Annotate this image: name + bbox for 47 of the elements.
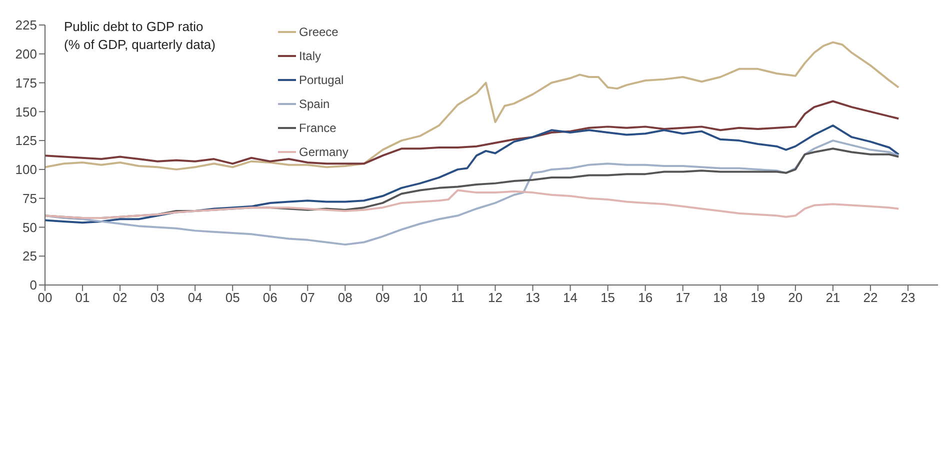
x-tick-label: 19 (750, 290, 766, 306)
x-tick-label: 18 (713, 290, 728, 306)
y-tick-label: 0 (30, 278, 37, 293)
y-tick-label: 25 (22, 248, 37, 264)
legend-label: Spain (299, 97, 330, 111)
x-tick-label: 08 (338, 290, 352, 306)
legend-label: Greece (299, 25, 338, 39)
x-tick-label: 06 (262, 290, 278, 306)
chart-title: Public debt to GDP ratio (64, 18, 204, 36)
x-tick-label: 23 (900, 290, 916, 306)
x-tick-label: 21 (826, 290, 840, 306)
x-tick-label: 22 (863, 290, 878, 306)
x-tick-label: 13 (526, 290, 540, 306)
y-tick-label: 100 (15, 162, 37, 178)
legend-label: France (299, 121, 336, 135)
y-tick-label: 50 (22, 220, 37, 235)
x-tick-label: 16 (638, 290, 653, 306)
legend-label: Italy (299, 49, 322, 63)
y-tick-label: 225 (15, 18, 37, 33)
x-tick-label: 09 (375, 290, 390, 306)
line-series (45, 189, 900, 219)
line-series (45, 140, 900, 246)
line-series (45, 41, 900, 170)
y-tick-label: 200 (15, 46, 37, 62)
text: (% of GDP, quarterly data) (64, 36, 216, 54)
x-tick-label: 05 (225, 290, 240, 306)
x-tick-label: 10 (412, 290, 428, 306)
x-tick-label: 12 (488, 290, 502, 306)
x-tick-label: 15 (600, 290, 616, 306)
y-tick-label: 125 (15, 133, 37, 148)
line-series (45, 124, 900, 224)
x-tick-label: 03 (150, 290, 165, 306)
legend-label: Germany (299, 145, 348, 159)
x-tick-label: 04 (188, 290, 202, 306)
x-tick-label: 11 (450, 290, 464, 306)
x-tick-label: 20 (788, 290, 803, 306)
line-series (45, 100, 900, 165)
y-tick-label: 175 (15, 75, 37, 90)
x-tick-label: 00 (38, 290, 52, 306)
y-tick-label: 150 (15, 104, 37, 120)
x-tick-label: 14 (563, 290, 578, 306)
y-tick-label: 75 (22, 190, 37, 206)
legend-label: Portugal (299, 73, 344, 87)
x-tick-label: 02 (112, 290, 128, 306)
x-tick-label: 07 (300, 290, 315, 306)
x-tick-label: 01 (75, 290, 90, 306)
x-tick-label: 17 (676, 290, 690, 306)
